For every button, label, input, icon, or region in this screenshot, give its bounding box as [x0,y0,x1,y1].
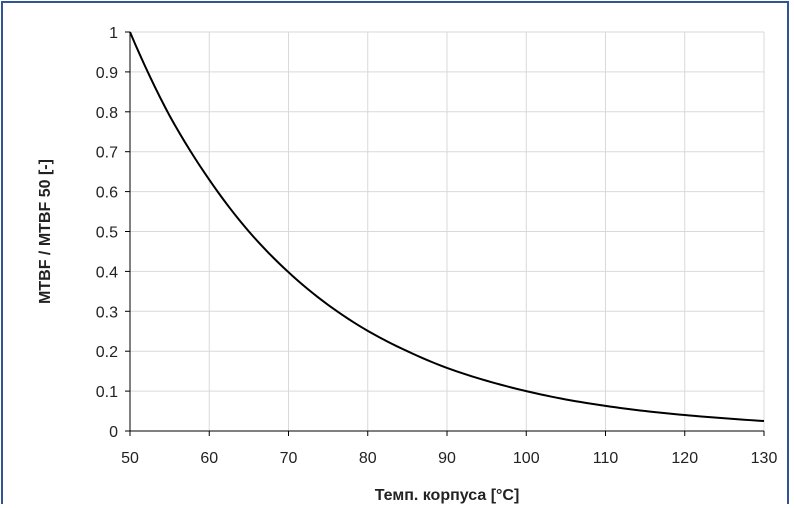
x-tick-label: 130 [751,450,778,467]
y-tick-label: 0 [109,424,118,441]
x-tick-label: 100 [513,450,540,467]
y-tick-label: 0.7 [96,145,118,162]
x-tick-labels: 50 60 70 80 90 100 110 120 130 [121,431,777,467]
x-tick-label: 50 [121,450,139,467]
grid [129,31,765,431]
x-tick-label: 120 [671,450,698,467]
y-tick-label: 0.5 [96,225,118,242]
y-tick-label: 0.1 [96,384,118,401]
x-tick-label: 70 [280,450,298,467]
x-tick-label: 110 [593,450,619,467]
y-tick-label: 0.3 [96,304,118,321]
series-line-mtbf-ratio [129,31,765,423]
x-tick-label: 90 [438,450,456,467]
y-tick-label: 0.4 [96,264,118,281]
x-tick-label: 60 [200,450,218,467]
y-tick-label: 0.6 [96,185,118,202]
y-axis-title: MTBF / MTBF 50 [-] [37,159,54,304]
y-tick-label: 1 [109,25,118,42]
y-tick-label: 0.2 [96,344,118,361]
x-tick-label: 80 [359,450,377,467]
y-tick-label: 0.8 [96,105,118,122]
y-tick-label: 0.9 [96,65,118,82]
x-axis-title: Темп. корпуса [°C] [375,487,520,504]
y-tick-labels: 0 0.1 0.2 0.3 0.4 0.5 0.6 0.7 0.8 0.9 1 [96,25,130,441]
